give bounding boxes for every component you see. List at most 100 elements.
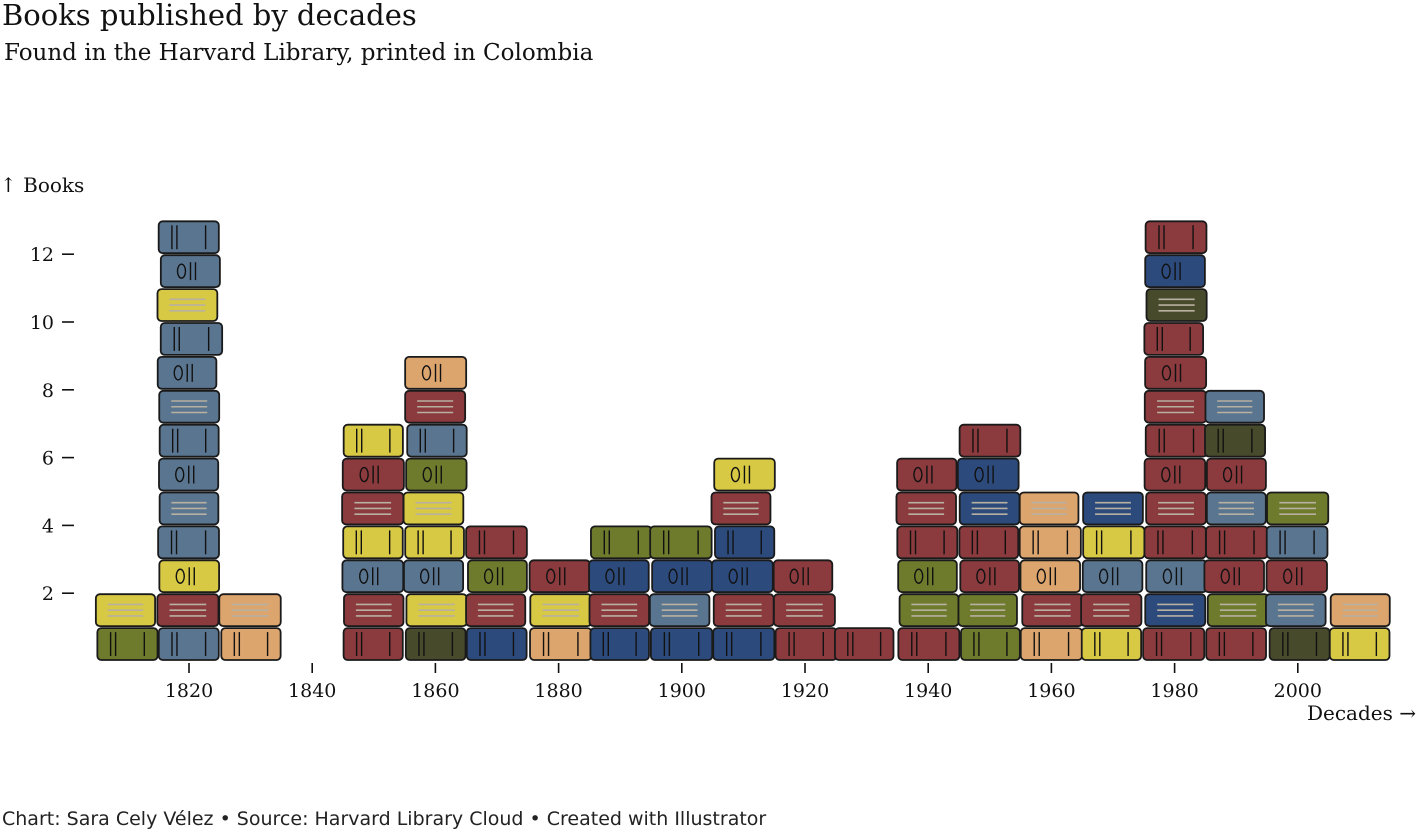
book xyxy=(343,593,405,628)
x-tick-label: 1900 xyxy=(658,680,706,702)
bar-1900 xyxy=(648,525,714,661)
bar-1930 xyxy=(834,627,895,661)
book xyxy=(157,525,220,560)
book xyxy=(529,593,593,628)
y-tick-label: 6 xyxy=(42,448,54,470)
bar-1890 xyxy=(588,525,653,661)
x-tick-label: 1820 xyxy=(165,680,213,702)
book xyxy=(403,559,465,594)
book xyxy=(405,593,468,628)
book xyxy=(1145,288,1208,322)
book xyxy=(467,559,528,594)
book xyxy=(1144,423,1208,458)
book xyxy=(1204,389,1265,424)
book xyxy=(1019,627,1083,661)
book xyxy=(158,491,220,526)
book xyxy=(956,457,1020,492)
book xyxy=(897,559,958,594)
bar-1950 xyxy=(956,423,1022,661)
book xyxy=(712,627,776,661)
book xyxy=(404,627,467,661)
book xyxy=(158,559,220,594)
book xyxy=(589,627,650,661)
book xyxy=(958,525,1020,560)
book xyxy=(1265,559,1328,594)
book xyxy=(1018,491,1080,526)
book xyxy=(648,593,711,628)
book xyxy=(159,322,224,356)
book xyxy=(1080,593,1143,628)
book xyxy=(957,593,1018,628)
book xyxy=(465,525,528,560)
x-axis-label: Decades → xyxy=(1307,701,1416,725)
book xyxy=(156,288,219,322)
book xyxy=(341,457,405,492)
book xyxy=(404,389,467,424)
x-tick-label: 1860 xyxy=(411,680,459,702)
bar-1940 xyxy=(895,457,961,661)
book xyxy=(404,525,465,560)
book xyxy=(1206,457,1267,492)
book xyxy=(1204,423,1266,458)
book xyxy=(1019,559,1081,594)
book xyxy=(649,525,713,560)
book xyxy=(342,627,404,661)
y-axis: 2 4 6 8 10 12 xyxy=(30,244,74,605)
book xyxy=(588,559,650,594)
book xyxy=(1142,627,1206,661)
book xyxy=(772,559,834,594)
book xyxy=(1018,525,1082,560)
book xyxy=(528,559,591,594)
book xyxy=(1144,593,1207,628)
book xyxy=(713,457,776,492)
book xyxy=(958,423,1022,458)
book xyxy=(1203,559,1265,594)
bar-1880 xyxy=(528,559,593,661)
bar-1820 xyxy=(156,220,224,661)
book xyxy=(1081,559,1144,594)
book xyxy=(341,559,405,594)
book xyxy=(465,593,527,628)
book xyxy=(1143,389,1208,424)
book xyxy=(341,491,405,526)
book xyxy=(714,525,776,560)
book xyxy=(465,627,528,661)
book xyxy=(651,559,713,594)
chart-title: Books published by decades xyxy=(2,0,417,32)
book xyxy=(1265,593,1327,628)
x-tick-label: 1940 xyxy=(904,680,952,702)
book xyxy=(94,593,156,628)
bar-1860 xyxy=(402,355,468,661)
x-tick-label: 1960 xyxy=(1027,680,1075,702)
book xyxy=(1144,355,1208,390)
book xyxy=(960,627,1021,661)
book xyxy=(157,220,220,255)
bar-1870 xyxy=(465,525,528,661)
book xyxy=(156,355,218,390)
bar-1910 xyxy=(710,457,776,661)
book xyxy=(1143,322,1204,356)
book xyxy=(1082,491,1144,526)
y-tick-label: 10 xyxy=(30,312,54,334)
y-axis-label: ↑ Books xyxy=(0,173,84,197)
bar-1960 xyxy=(1018,491,1084,661)
book xyxy=(958,491,1021,526)
book xyxy=(1205,491,1267,526)
book xyxy=(405,457,468,492)
book xyxy=(773,593,836,628)
book xyxy=(342,423,404,458)
book xyxy=(895,491,957,526)
book xyxy=(1329,593,1391,628)
book xyxy=(406,423,468,458)
bar-1920 xyxy=(772,559,838,661)
book xyxy=(1143,525,1207,560)
y-tick-label: 4 xyxy=(42,515,54,537)
bar-1970 xyxy=(1080,491,1146,661)
bar-1980 xyxy=(1142,220,1208,661)
book xyxy=(1265,525,1329,560)
book xyxy=(649,627,714,661)
book xyxy=(959,559,1020,594)
book xyxy=(590,525,653,560)
book xyxy=(1266,491,1330,526)
